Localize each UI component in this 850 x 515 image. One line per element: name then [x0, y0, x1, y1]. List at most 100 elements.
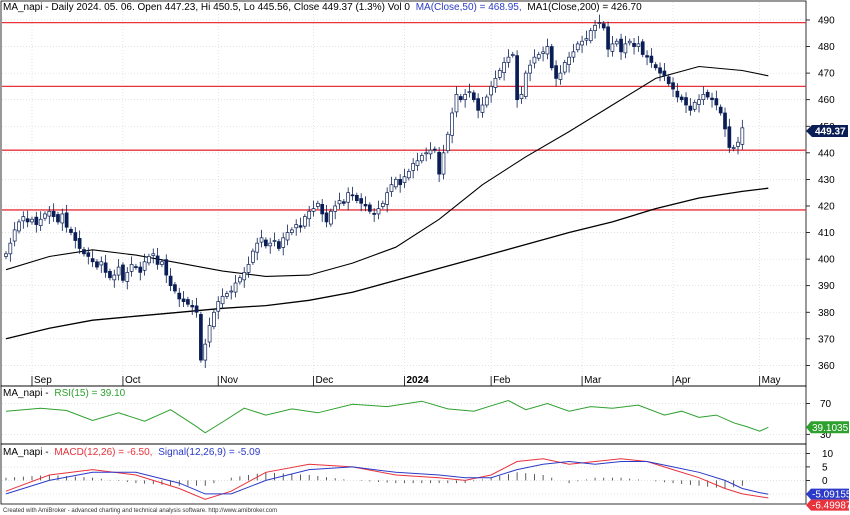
- candle: [60, 208, 65, 231]
- candle-body: [684, 97, 688, 106]
- candle: [177, 287, 182, 307]
- candle-body: [246, 264, 251, 273]
- candle: [8, 237, 13, 262]
- candle-body: [346, 192, 351, 203]
- candle-body: [82, 249, 86, 255]
- candle-body: [112, 274, 117, 281]
- candle-body: [281, 237, 286, 248]
- candle: [723, 107, 727, 137]
- candle-body: [645, 55, 649, 58]
- candle-body: [562, 62, 567, 73]
- macd-value-badge: -6.49987: [806, 499, 850, 512]
- candle-body: [285, 232, 290, 241]
- price-axis: 3603703803904004104204304404504604704804…: [806, 15, 835, 372]
- price-tick-label-420: 420: [818, 201, 835, 212]
- candle-body: [671, 82, 675, 90]
- candle: [588, 27, 593, 44]
- candle-body: [25, 218, 30, 223]
- candle-body: [225, 293, 229, 297]
- candle-body: [627, 40, 632, 44]
- candle: [614, 38, 619, 47]
- candle: [580, 35, 584, 53]
- candle-body: [168, 275, 173, 287]
- candle-body: [584, 38, 589, 41]
- candle-body: [359, 198, 364, 204]
- candle: [736, 136, 740, 155]
- candle: [121, 262, 125, 284]
- candle: [173, 281, 177, 294]
- candle: [584, 30, 589, 46]
- candle-body: [636, 43, 641, 47]
- candle: [454, 86, 459, 118]
- candle-body: [354, 194, 359, 202]
- candle-body: [251, 250, 255, 263]
- candle: [419, 152, 424, 164]
- candle-body: [437, 151, 441, 175]
- candle: [640, 39, 645, 58]
- candle: [225, 291, 229, 299]
- candle: [367, 202, 372, 214]
- candle: [476, 93, 480, 119]
- candle: [363, 196, 368, 212]
- candle-body: [588, 30, 593, 42]
- candle: [415, 152, 420, 171]
- candle-body: [95, 261, 99, 268]
- candle-body: [614, 40, 619, 45]
- candle-body: [151, 253, 156, 256]
- candle: [142, 253, 147, 276]
- candle: [333, 200, 338, 220]
- candle: [95, 259, 99, 270]
- candle-body: [116, 266, 121, 276]
- candle-body: [194, 305, 199, 313]
- candle: [151, 248, 156, 264]
- candle: [138, 261, 143, 281]
- candle: [56, 211, 60, 225]
- candle: [692, 99, 697, 112]
- candle: [554, 60, 558, 87]
- candle-body: [311, 208, 316, 212]
- candle-body: [675, 90, 680, 98]
- candle-body: [21, 216, 26, 222]
- macd-badge-shape: [806, 499, 849, 511]
- candle: [307, 205, 312, 227]
- candle: [229, 285, 234, 300]
- candle: [64, 204, 69, 233]
- candle: [359, 193, 364, 212]
- candle: [69, 226, 73, 236]
- candle-body: [740, 127, 745, 145]
- candle: [216, 296, 221, 320]
- macd-tick-label-0: 0: [822, 476, 828, 487]
- rsi-tick-label-70: 70: [820, 399, 832, 410]
- candle: [441, 144, 446, 180]
- candle-body: [160, 261, 164, 265]
- time-label-Sep: Sep: [34, 375, 52, 386]
- candle: [147, 253, 151, 266]
- candle-body: [341, 201, 346, 204]
- signal-label: Signal(12,26,9) = -5.09: [158, 447, 260, 458]
- candle-body: [320, 204, 325, 215]
- candle: [12, 221, 17, 247]
- candle-body: [47, 210, 52, 217]
- candle-body: [316, 202, 320, 207]
- candle: [264, 237, 268, 249]
- candle-body: [471, 92, 476, 101]
- candle: [268, 237, 273, 254]
- candle-body: [692, 101, 697, 110]
- candle-body: [393, 179, 398, 188]
- candle: [593, 19, 597, 39]
- candle: [30, 216, 34, 225]
- candle: [238, 275, 242, 285]
- candle-body: [428, 149, 433, 155]
- macd-tick-label-5: 5: [822, 462, 828, 473]
- candle-body: [125, 272, 130, 282]
- grid-lines: [2, 2, 806, 386]
- candle: [181, 291, 186, 307]
- candle: [458, 93, 463, 103]
- candle: [341, 199, 346, 206]
- candle: [523, 70, 528, 100]
- candle-body: [380, 202, 385, 207]
- candle-body: [60, 213, 65, 224]
- time-label-Oct: Oct: [125, 375, 141, 386]
